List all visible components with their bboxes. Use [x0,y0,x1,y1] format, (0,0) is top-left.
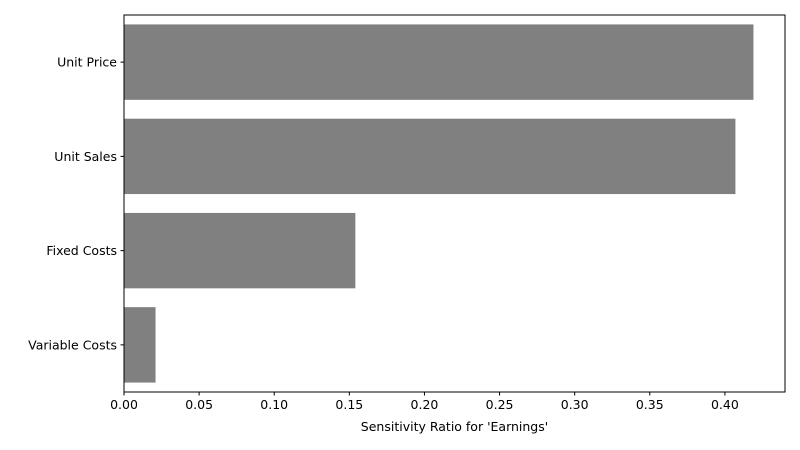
x-tick-label: 0.00 [110,397,138,412]
x-tick-label: 0.05 [185,397,213,412]
y-tick-label: Unit Sales [54,149,117,164]
bar-variable-costs [124,307,156,383]
y-axis-ticks: Unit Price Unit Sales Fixed Costs Variable … [28,55,124,352]
x-tick-label: 0.10 [260,397,288,412]
x-tick-label: 0.20 [411,397,439,412]
x-tick-label: 0.30 [561,397,589,412]
plot-frame [123,14,786,393]
y-tick-label: Fixed Costs [46,243,117,258]
x-tick-label: 0.35 [636,397,664,412]
y-tick-label: Variable Costs [28,337,117,352]
x-tick-label: 0.15 [335,397,363,412]
x-axis-ticks: 0.00 0.05 0.10 0.15 0.20 0.25 0.30 0.35 0.40 [110,392,739,412]
bars-layer [124,24,754,383]
bar-unit-sales [124,118,736,195]
x-axis-title: Sensitivity Ratio for 'Earnings' [361,419,548,434]
x-tick-label: 0.25 [486,397,514,412]
y-tick-label: Unit Price [57,55,117,70]
x-tick-label: 0.40 [711,397,739,412]
bar-fixed-costs [124,212,356,289]
bar-unit-price [124,24,754,100]
